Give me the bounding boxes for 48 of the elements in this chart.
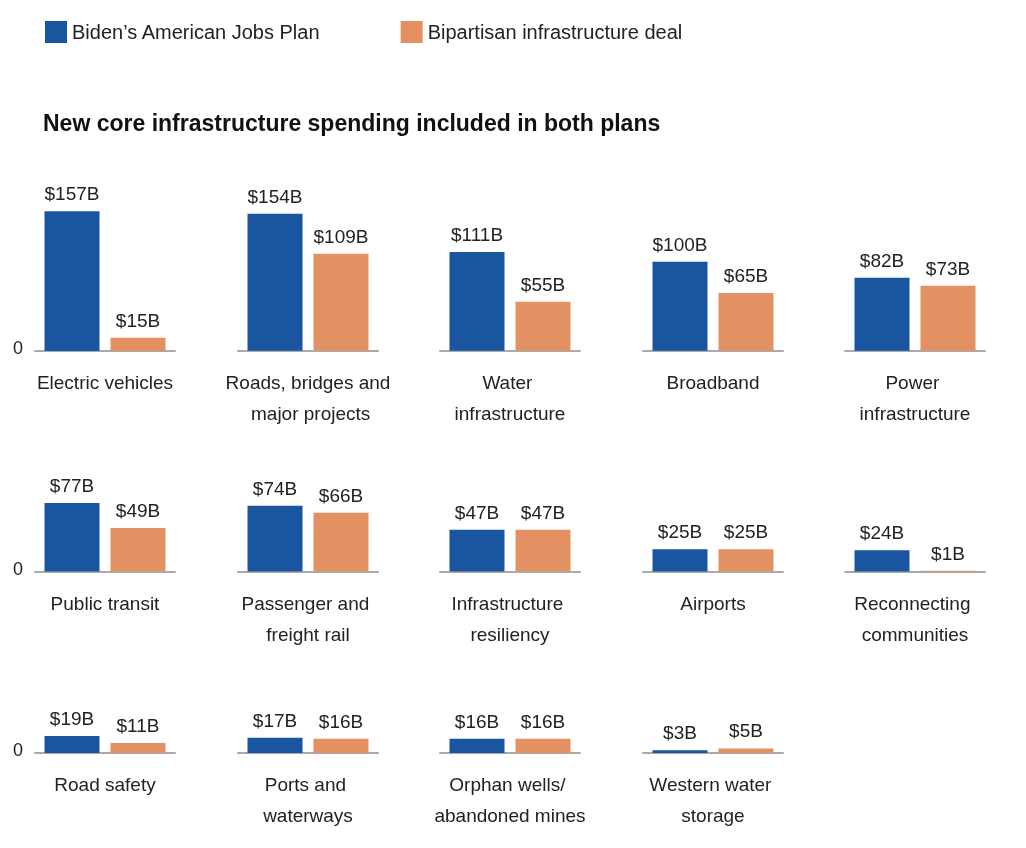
data-label: $111B	[450, 224, 504, 246]
data-label: $16B	[318, 710, 363, 732]
x-tick-label: Road safety	[54, 773, 157, 795]
text: 0	[13, 559, 24, 579]
x-tick-label: Reconnecting communities	[854, 593, 976, 645]
data-label: $77B	[49, 475, 95, 497]
legend-label: Biden’s American Jobs Plan	[72, 21, 320, 43]
data-label: $109B	[313, 225, 368, 247]
x-tick-label: Passenger and freight rail	[240, 593, 375, 645]
data-label: $82B	[859, 250, 905, 272]
data-label: $74B	[252, 478, 297, 500]
data-label: $3B	[662, 722, 697, 744]
x-tick-label: Broadband	[666, 372, 759, 393]
data-label: $154B	[247, 185, 302, 207]
x-tick-label: Airports	[679, 593, 746, 614]
x-tick-label: Public transit	[50, 593, 161, 614]
data-label: $65B	[723, 265, 768, 287]
data-label: $73B	[925, 258, 971, 280]
text: New core infrastructure spending included in both plans	[43, 109, 661, 136]
x-tick-label: Western water storage	[648, 773, 777, 826]
data-label: $16B	[454, 710, 500, 732]
legend-label: Bipartisan infrastructure deal	[427, 21, 683, 43]
x-tick-label: Ports and waterways	[261, 773, 353, 826]
data-label: $25B	[657, 521, 702, 543]
data-label: $49B	[115, 500, 161, 522]
data-label: $1B	[931, 543, 965, 565]
data-label: $66B	[318, 485, 363, 507]
data-label: $11B	[116, 715, 160, 737]
x-tick-label: Infrastructure resiliency	[451, 593, 569, 645]
x-tick-label: Water infrastructure	[454, 372, 566, 424]
data-label: $47B	[520, 502, 566, 524]
x-tick-label: Power infrastructure	[859, 372, 971, 424]
data-label: $100B	[652, 234, 707, 255]
data-label: $19B	[49, 708, 95, 730]
data-label: $25B	[723, 521, 768, 543]
data-label: $24B	[859, 522, 905, 544]
data-label: $47B	[454, 502, 500, 524]
data-label: $15B	[115, 309, 161, 331]
text: 0	[13, 739, 24, 760]
data-label: $16B	[520, 710, 566, 732]
x-tick-label: Orphan wells/ abandoned mines	[434, 773, 586, 826]
data-label: $157B	[44, 183, 100, 205]
x-tick-label: Electric vehicles	[36, 372, 174, 393]
data-label: $17B	[252, 709, 297, 731]
data-label: $55B	[520, 274, 566, 296]
text: 0	[13, 338, 24, 358]
data-label: $5B	[728, 720, 763, 742]
x-tick-label: Roads, bridges and major projects	[225, 372, 390, 424]
